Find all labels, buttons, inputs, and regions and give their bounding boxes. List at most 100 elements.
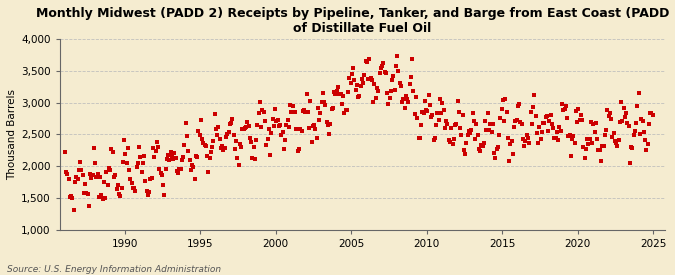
Point bbox=[279, 138, 290, 142]
Point bbox=[601, 127, 612, 132]
Point bbox=[192, 154, 202, 159]
Point bbox=[486, 130, 497, 134]
Point bbox=[626, 145, 637, 149]
Point bbox=[265, 153, 275, 157]
Point bbox=[541, 114, 552, 118]
Point bbox=[217, 144, 227, 148]
Point bbox=[485, 122, 495, 126]
Point bbox=[110, 173, 121, 178]
Point bbox=[491, 147, 502, 152]
Point bbox=[369, 82, 380, 86]
Point bbox=[495, 116, 506, 120]
Point bbox=[446, 126, 457, 130]
Point bbox=[207, 145, 217, 150]
Point bbox=[188, 164, 198, 169]
Point bbox=[203, 170, 214, 174]
Point bbox=[521, 132, 532, 137]
Point bbox=[400, 94, 411, 98]
Point bbox=[531, 131, 542, 136]
Point bbox=[379, 70, 390, 75]
Point bbox=[553, 138, 564, 142]
Point bbox=[647, 113, 658, 117]
Point bbox=[623, 124, 634, 128]
Point bbox=[78, 191, 89, 195]
Point bbox=[437, 101, 448, 105]
Point bbox=[640, 138, 651, 142]
Title: Monthly Midwest (PADD 2) Receipts by Pipeline, Tanker, and Barge from East Coast: Monthly Midwest (PADD 2) Receipts by Pip… bbox=[36, 7, 675, 35]
Point bbox=[520, 138, 531, 143]
Point bbox=[190, 154, 201, 159]
Point bbox=[422, 109, 433, 113]
Point bbox=[454, 110, 464, 115]
Point bbox=[304, 125, 315, 130]
Point bbox=[90, 161, 101, 165]
Point bbox=[404, 82, 415, 87]
Point bbox=[545, 113, 556, 117]
Point bbox=[537, 130, 547, 134]
Point bbox=[442, 122, 453, 127]
Y-axis label: Thousand Barrels: Thousand Barrels bbox=[7, 89, 17, 180]
Point bbox=[294, 147, 304, 151]
Point bbox=[95, 175, 105, 179]
Point bbox=[479, 141, 489, 146]
Point bbox=[643, 122, 654, 127]
Point bbox=[259, 109, 269, 114]
Point bbox=[171, 169, 182, 173]
Point bbox=[417, 110, 428, 114]
Point bbox=[224, 122, 235, 126]
Point bbox=[182, 134, 192, 138]
Point bbox=[184, 158, 195, 162]
Point bbox=[425, 102, 435, 107]
Point bbox=[236, 144, 246, 149]
Point bbox=[100, 196, 111, 200]
Point bbox=[117, 160, 128, 164]
Point bbox=[384, 96, 395, 100]
Point bbox=[266, 130, 277, 135]
Point bbox=[105, 167, 115, 172]
Point bbox=[286, 109, 297, 114]
Point bbox=[548, 126, 559, 130]
Point bbox=[390, 64, 401, 68]
Point bbox=[323, 122, 333, 127]
Point bbox=[564, 133, 575, 137]
Point bbox=[84, 172, 95, 176]
Point bbox=[394, 81, 405, 85]
Point bbox=[257, 108, 268, 112]
Point bbox=[483, 127, 494, 132]
Point bbox=[193, 129, 204, 134]
Point bbox=[574, 118, 585, 123]
Point bbox=[136, 170, 147, 174]
Point bbox=[419, 99, 430, 104]
Point bbox=[416, 123, 427, 127]
Point bbox=[99, 180, 109, 184]
Point bbox=[324, 131, 335, 136]
Point bbox=[371, 95, 381, 100]
Point bbox=[281, 123, 292, 127]
Point bbox=[106, 147, 117, 152]
Point bbox=[492, 145, 503, 149]
Point bbox=[97, 197, 108, 201]
Point bbox=[275, 123, 286, 127]
Point bbox=[254, 100, 265, 104]
Point bbox=[483, 110, 493, 115]
Point bbox=[72, 177, 83, 182]
Point bbox=[301, 92, 312, 97]
Point bbox=[515, 120, 526, 124]
Point bbox=[499, 119, 510, 123]
Point bbox=[343, 90, 354, 94]
Point bbox=[519, 144, 530, 148]
Point bbox=[373, 89, 383, 94]
Point bbox=[230, 147, 240, 151]
Point bbox=[433, 118, 444, 122]
Point bbox=[530, 114, 541, 118]
Point bbox=[605, 116, 616, 121]
Point bbox=[321, 120, 332, 124]
Point bbox=[452, 99, 463, 103]
Point bbox=[412, 116, 423, 120]
Point bbox=[566, 136, 577, 141]
Point bbox=[451, 122, 462, 126]
Point bbox=[476, 142, 487, 147]
Point bbox=[470, 137, 481, 142]
Point bbox=[109, 175, 119, 180]
Point bbox=[588, 122, 599, 126]
